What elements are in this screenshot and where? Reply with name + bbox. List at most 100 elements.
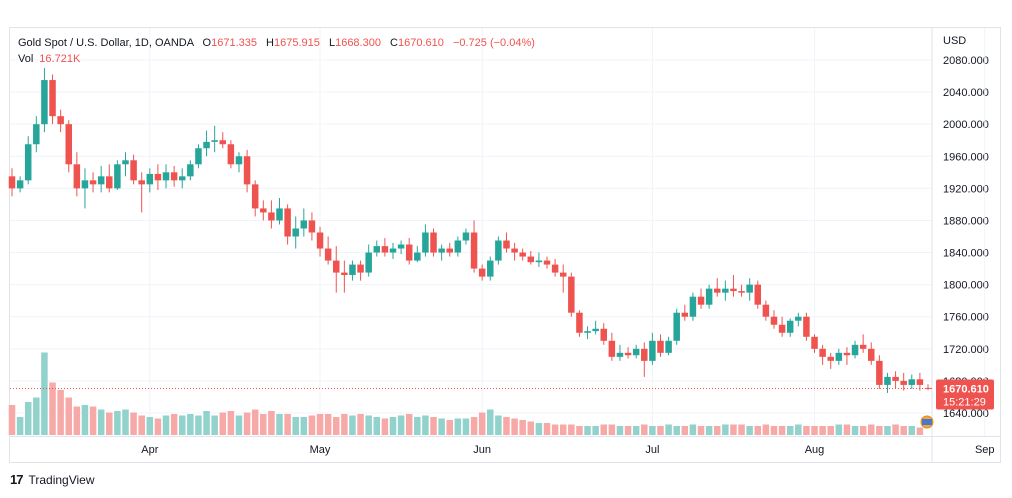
candle-body[interactable] [324, 248, 332, 261]
candle-body[interactable] [535, 260, 543, 263]
candle-body[interactable] [908, 379, 916, 385]
candle-body[interactable] [470, 232, 478, 269]
candle-body[interactable] [892, 376, 899, 381]
candle-body[interactable] [162, 172, 170, 181]
candle-body[interactable] [187, 164, 194, 177]
candle-body[interactable] [916, 379, 924, 385]
candle-body[interactable] [65, 124, 72, 165]
candle-body[interactable] [154, 173, 162, 181]
candle-body[interactable] [170, 172, 178, 181]
candle-body[interactable] [738, 291, 745, 293]
candle-body[interactable] [827, 356, 834, 361]
candle-body[interactable] [73, 164, 81, 189]
candle-body[interactable] [454, 240, 462, 253]
candle-body[interactable] [308, 220, 316, 233]
candle-body[interactable] [624, 352, 632, 356]
candle-body[interactable] [268, 212, 275, 221]
candle-body[interactable] [316, 232, 324, 249]
candle-body[interactable] [381, 246, 389, 253]
candle-body[interactable] [260, 208, 267, 213]
candle-body[interactable] [568, 276, 575, 313]
candle-body[interactable] [41, 80, 48, 125]
candle-body[interactable] [130, 160, 137, 181]
candle-body[interactable] [195, 148, 202, 165]
candle-body[interactable] [851, 344, 859, 356]
candle-body[interactable] [33, 124, 40, 145]
candle-body[interactable] [81, 180, 89, 189]
candle-body[interactable] [592, 328, 599, 332]
candle-body[interactable] [251, 184, 259, 209]
candle-body[interactable] [349, 264, 356, 276]
candle-body[interactable] [300, 220, 308, 229]
candle-body[interactable] [876, 360, 883, 385]
candle-body[interactable] [884, 376, 891, 385]
candle-body[interactable] [786, 320, 794, 333]
candle-body[interactable] [576, 312, 583, 333]
candle-body[interactable] [57, 116, 64, 125]
candle-body[interactable] [705, 288, 713, 305]
candle-body[interactable] [97, 176, 105, 185]
candle-body[interactable] [203, 141, 210, 149]
candle-body[interactable] [713, 288, 721, 293]
candle-body[interactable] [422, 232, 429, 253]
candle-body[interactable] [389, 248, 397, 253]
candle-body[interactable] [122, 160, 129, 165]
candle-body[interactable] [495, 240, 502, 261]
candle-body[interactable] [811, 336, 818, 349]
candle-body[interactable] [746, 284, 753, 293]
candle-body[interactable] [430, 232, 437, 253]
candle-body[interactable] [284, 208, 291, 237]
candle-body[interactable] [657, 340, 664, 353]
candle-body[interactable] [511, 248, 518, 253]
candle-body[interactable] [446, 248, 453, 253]
candle-body[interactable] [462, 232, 470, 241]
candle-body[interactable] [114, 164, 121, 189]
candle-body[interactable] [868, 348, 875, 361]
candle-body[interactable] [178, 176, 186, 181]
candle-body[interactable] [49, 80, 56, 117]
candle-body[interactable] [478, 268, 486, 277]
candle-body[interactable] [397, 244, 405, 249]
candle-body[interactable] [16, 180, 24, 189]
candle-body[interactable] [89, 180, 97, 185]
candle-body[interactable] [227, 144, 235, 165]
candle-body[interactable] [146, 173, 154, 185]
candle-body[interactable] [292, 228, 299, 237]
candle-body[interactable] [641, 348, 648, 361]
candle-body[interactable] [106, 176, 113, 189]
candle-body[interactable] [487, 260, 494, 277]
candle-body[interactable] [722, 288, 729, 293]
candle-body[interactable] [519, 252, 526, 257]
candle-body[interactable] [859, 344, 867, 349]
candle-body[interactable] [527, 256, 535, 263]
candle-body[interactable] [365, 252, 372, 273]
candle-body[interactable] [219, 140, 227, 145]
candle-body[interactable] [357, 264, 364, 273]
candle-body[interactable] [762, 304, 770, 317]
candle-body[interactable] [138, 180, 145, 185]
candle-body[interactable] [803, 316, 810, 337]
candle-body[interactable] [673, 312, 680, 341]
candle-body[interactable] [559, 272, 567, 277]
candle-body[interactable] [632, 348, 640, 356]
candle-body[interactable] [341, 272, 348, 276]
candle-body[interactable] [24, 144, 32, 181]
candle-body[interactable] [373, 246, 381, 253]
candle-body[interactable] [778, 324, 786, 333]
candle-body[interactable] [235, 156, 243, 165]
candle-body[interactable] [438, 248, 445, 253]
candle-body[interactable] [770, 316, 778, 325]
candle-body[interactable] [405, 244, 413, 261]
candle-body[interactable] [551, 264, 559, 273]
candle-body[interactable] [681, 312, 689, 317]
candle-body[interactable] [835, 352, 843, 361]
candle-body[interactable] [730, 288, 737, 292]
candle-body[interactable] [754, 284, 762, 305]
candle-body[interactable] [584, 331, 591, 333]
candle-body[interactable] [665, 340, 672, 353]
candle-body[interactable] [8, 176, 16, 189]
candle-body[interactable] [276, 208, 283, 221]
candle-body[interactable] [795, 316, 802, 321]
candle-body[interactable] [600, 328, 608, 341]
